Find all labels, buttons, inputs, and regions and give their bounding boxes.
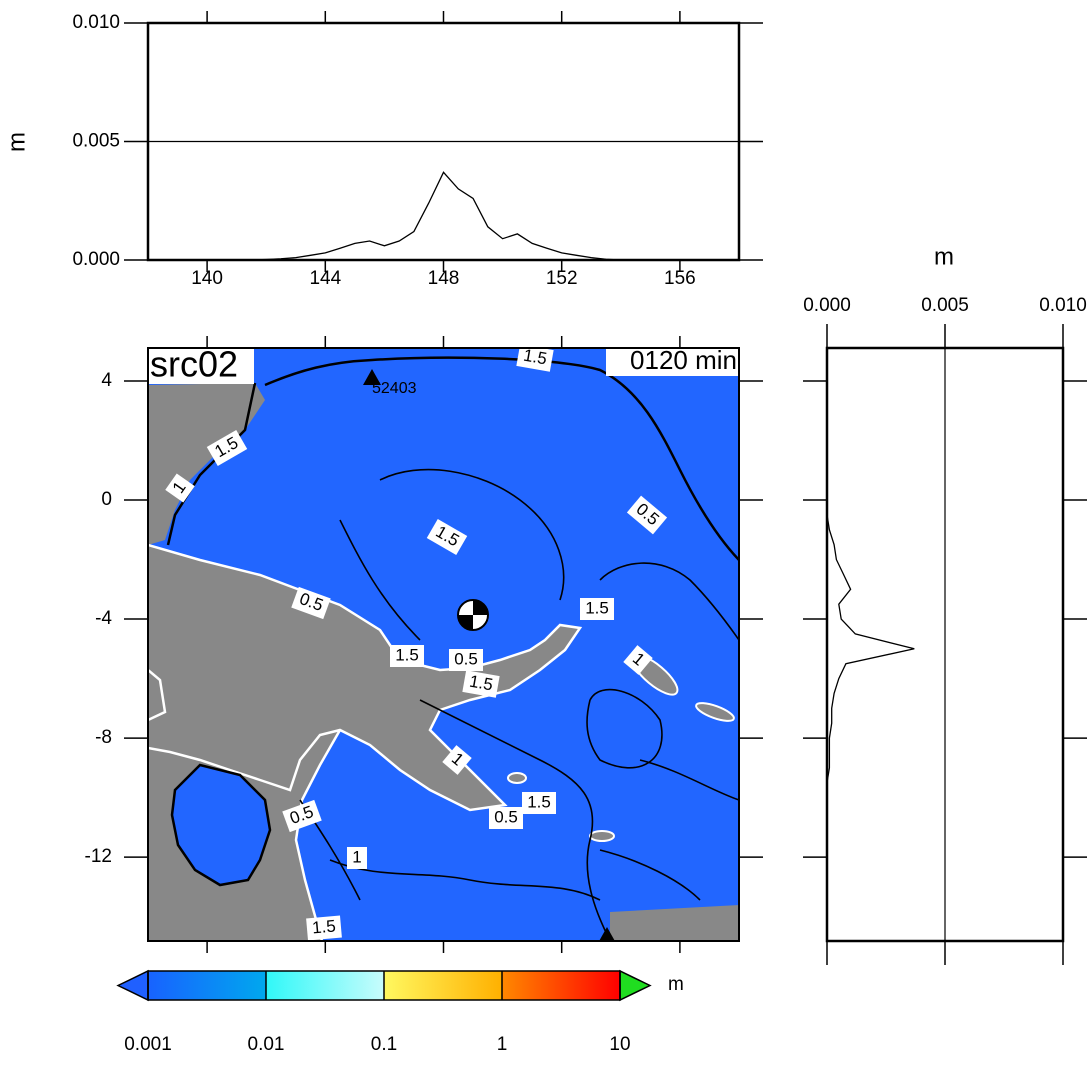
plot-frame: [146, 21, 741, 262]
x-tick-label: 0.000: [803, 295, 851, 316]
y-tick-label: 0.000: [72, 249, 120, 270]
station-marker: [363, 369, 381, 385]
y-tick-label: 0.010: [72, 12, 120, 33]
y-tick-label: -12: [85, 846, 112, 867]
colorbar-segment: [148, 971, 266, 1000]
y-tick-label: -8: [95, 727, 112, 748]
contour-label: 1.5: [522, 346, 549, 369]
island: [695, 702, 735, 722]
x-tick-label: 152: [546, 268, 578, 289]
x-tick-label: 148: [428, 268, 460, 289]
map-area: 52403 1.5 1 1.5 0.5 1.5 0.5 1.5 1 1.5 0.…: [148, 344, 739, 941]
colorbar-tick-label: 1: [497, 1034, 508, 1055]
land: [148, 670, 165, 720]
contour-label: 1.5: [527, 792, 551, 811]
x-tick-label: 0.010: [1039, 295, 1087, 316]
line: [148, 171, 739, 261]
island: [507, 772, 527, 784]
colorbar-over: [619, 969, 652, 1002]
station-marker: [599, 927, 615, 941]
contour-label: 1.5: [395, 645, 419, 664]
time-box: [606, 348, 739, 376]
colorbar-tick-label: 0.001: [124, 1034, 172, 1055]
y-tick-label: 0.005: [72, 131, 120, 152]
plot-frame: [825, 346, 1065, 943]
title-box: [148, 348, 254, 384]
y-tick-label: 4: [101, 370, 112, 391]
land: [610, 905, 739, 941]
time-label: 0120 min: [630, 345, 737, 375]
colorbar-segment: [266, 971, 384, 1000]
x-tick-label: 144: [309, 268, 341, 289]
x-tick-label: 0.005: [921, 295, 969, 316]
line: [826, 351, 915, 932]
contour-label: 0.5: [494, 807, 518, 826]
station-label: 52403: [372, 380, 417, 397]
colorbar-segment: [384, 971, 502, 1000]
contour-label: 1.5: [468, 672, 495, 695]
colorbar-under: [116, 969, 149, 1002]
contour-label: 1.5: [311, 916, 336, 937]
y-tick-label: 0: [101, 489, 112, 510]
colorbar-unit: m: [668, 974, 684, 995]
contour-label: 0.5: [454, 649, 478, 668]
colorbar-tick-label: 10: [609, 1034, 630, 1055]
colorbar-tick-label: 0.01: [248, 1034, 285, 1055]
map-title: src02: [150, 344, 238, 385]
y-axis-label: m: [3, 132, 30, 152]
contour-label: 1: [352, 847, 361, 866]
x-axis-label: m: [934, 243, 954, 270]
land: [148, 545, 580, 810]
focal-mechanism-fill: [458, 600, 488, 630]
contour-label: 1.5: [585, 598, 609, 617]
colorbar-segment: [502, 971, 620, 1000]
contours: [166, 356, 739, 941]
x-tick-label: 140: [191, 268, 223, 289]
land: [148, 383, 265, 545]
y-tick-label: -4: [95, 608, 112, 629]
island: [589, 830, 615, 842]
colorbar-tick-label: 0.1: [371, 1034, 397, 1055]
x-tick-label: 156: [664, 268, 696, 289]
gulf: [172, 765, 270, 885]
